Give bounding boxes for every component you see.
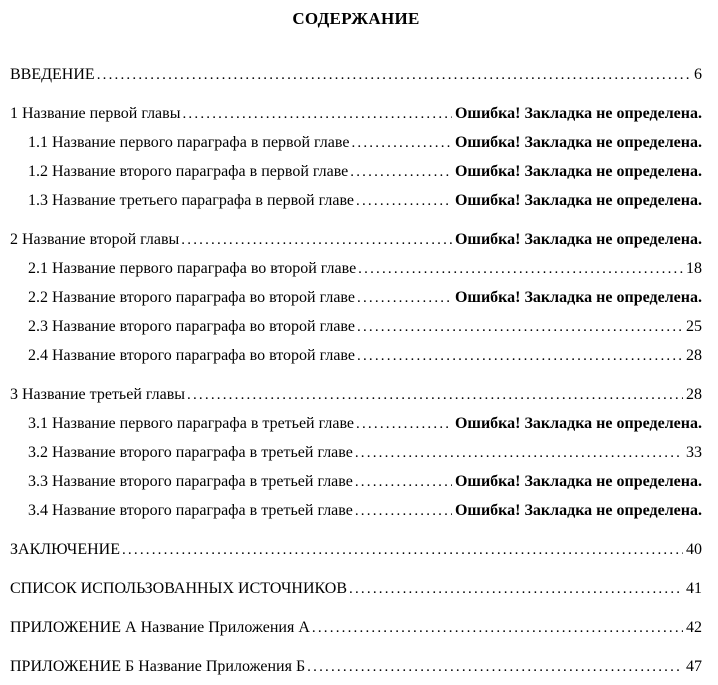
toc-entry-prilozhenie-a[interactable]: ПРИЛОЖЕНИЕ А Название Приложения А 42 <box>10 617 702 639</box>
toc-entry-label: 1.1 Название первого параграфа в первой … <box>28 134 350 151</box>
toc-entry-prilozhenie-b[interactable]: ПРИЛОЖЕНИЕ Б Название Приложения Б 47 <box>10 656 702 678</box>
toc-entry-zaklyuchenie[interactable]: ЗАКЛЮЧЕНИЕ 40 <box>10 539 702 561</box>
toc-entry-label: 2.2 Название второго параграфа во второй… <box>28 289 355 306</box>
toc-entry-ch3-4[interactable]: 3.4 Название второго параграфа в третьей… <box>10 500 702 522</box>
toc-entry-label: 2.3 Название второго параграфа во второй… <box>28 318 355 335</box>
toc-entry-vvedenie[interactable]: ВВЕДЕНИЕ 6 <box>10 64 702 86</box>
toc-entry-page: 41 <box>686 580 702 597</box>
toc-entry-label: ПРИЛОЖЕНИЕ Б Название Приложения Б <box>10 658 306 675</box>
toc-entry-ch3-3[interactable]: 3.3 Название второго параграфа в третьей… <box>10 471 702 493</box>
toc-entry-error: Ошибка! Закладка не определена. <box>454 231 702 248</box>
toc-entry-label: 1.2 Название второго параграфа в первой … <box>28 163 349 180</box>
dot-leader <box>307 656 683 678</box>
dot-leader <box>358 258 683 280</box>
dot-leader <box>187 384 683 406</box>
dot-leader <box>357 316 683 338</box>
toc-entry-error: Ошибка! Закладка не определена. <box>454 502 702 519</box>
dot-leader <box>355 442 683 464</box>
toc-entry-ch2-1[interactable]: 2.1 Название первого параграфа во второй… <box>10 258 702 280</box>
dot-leader <box>356 190 452 212</box>
toc-entry-label: 3 Название третьей главы <box>10 386 186 403</box>
toc-entry-page: 6 <box>694 66 702 83</box>
toc-entry-ch3-2[interactable]: 3.2 Название второго параграфа в третьей… <box>10 442 702 464</box>
toc-entry-ch1-2[interactable]: 1.2 Название второго параграфа в первой … <box>10 161 702 183</box>
toc-entry-label: 2 Название второй главы <box>10 231 180 248</box>
dot-leader <box>182 103 452 125</box>
toc-entry-label: 3.3 Название второго параграфа в третьей… <box>28 473 353 490</box>
toc-entry-page: 40 <box>686 541 702 558</box>
dot-leader <box>355 471 452 493</box>
toc-entry-error: Ошибка! Закладка не определена. <box>454 105 702 122</box>
dot-leader <box>97 64 691 86</box>
toc-entry-label: 1.3 Название третьего параграфа в первой… <box>28 192 355 209</box>
dot-leader <box>357 287 452 309</box>
toc-entry-label: 2.4 Название второго параграфа во второй… <box>28 347 355 364</box>
dot-leader <box>350 161 452 183</box>
toc-entry-error: Ошибка! Закладка не определена. <box>454 289 702 306</box>
toc-entry-page: 42 <box>686 619 702 636</box>
toc-entry-label: 3.1 Название первого параграфа в третьей… <box>28 415 355 432</box>
toc-entry-ch2-4[interactable]: 2.4 Название второго параграфа во второй… <box>10 345 702 367</box>
toc-entry-error: Ошибка! Закладка не определена. <box>454 134 702 151</box>
toc-entry-page: 18 <box>686 260 702 277</box>
toc-entry-label: 2.1 Название первого параграфа во второй… <box>28 260 357 277</box>
table-of-contents: ВВЕДЕНИЕ 6 1 Название первой главы Ошибк… <box>10 64 702 678</box>
toc-entry-ch1-3[interactable]: 1.3 Название третьего параграфа в первой… <box>10 190 702 212</box>
toc-entry-page: 28 <box>686 347 702 364</box>
toc-entry-page: 47 <box>686 658 702 675</box>
dot-leader <box>181 229 452 251</box>
toc-entry-ch2-3[interactable]: 2.3 Название второго параграфа во второй… <box>10 316 702 338</box>
toc-entry-label: 3.2 Название второго параграфа в третьей… <box>28 444 353 461</box>
toc-entry-ch3[interactable]: 3 Название третьей главы 28 <box>10 384 702 406</box>
toc-entry-page: 28 <box>686 386 702 403</box>
dot-leader <box>356 413 452 435</box>
toc-entry-label: СПИСОК ИСПОЛЬЗОВАННЫХ ИСТОЧНИКОВ <box>10 580 348 597</box>
toc-entry-error: Ошибка! Закладка не определена. <box>454 163 702 180</box>
dot-leader <box>355 500 452 522</box>
dot-leader <box>312 617 683 639</box>
dot-leader <box>351 132 452 154</box>
toc-entry-label: 3.4 Название второго параграфа в третьей… <box>28 502 353 519</box>
dot-leader <box>122 539 683 561</box>
toc-entry-label: 1 Название первой главы <box>10 105 181 122</box>
toc-entry-error: Ошибка! Закладка не определена. <box>454 192 702 209</box>
toc-entry-ch2[interactable]: 2 Название второй главы Ошибка! Закладка… <box>10 229 702 251</box>
toc-entry-ch1[interactable]: 1 Название первой главы Ошибка! Закладка… <box>10 103 702 125</box>
toc-entry-page: 25 <box>686 318 702 335</box>
toc-entry-label: ЗАКЛЮЧЕНИЕ <box>10 541 120 558</box>
dot-leader <box>357 345 683 367</box>
toc-entry-spisok[interactable]: СПИСОК ИСПОЛЬЗОВАННЫХ ИСТОЧНИКОВ 41 <box>10 578 702 600</box>
toc-entry-page: 33 <box>686 444 702 461</box>
toc-entry-ch3-1[interactable]: 3.1 Название первого параграфа в третьей… <box>10 413 702 435</box>
toc-entry-error: Ошибка! Закладка не определена. <box>454 473 702 490</box>
dot-leader <box>349 578 683 600</box>
toc-entry-ch2-2[interactable]: 2.2 Название второго параграфа во второй… <box>10 287 702 309</box>
toc-entry-ch1-1[interactable]: 1.1 Название первого параграфа в первой … <box>10 132 702 154</box>
toc-title: СОДЕРЖАНИЕ <box>292 9 420 28</box>
toc-entry-error: Ошибка! Закладка не определена. <box>454 415 702 432</box>
toc-entry-label: ПРИЛОЖЕНИЕ А Название Приложения А <box>10 619 310 636</box>
toc-entry-label: ВВЕДЕНИЕ <box>10 66 95 83</box>
